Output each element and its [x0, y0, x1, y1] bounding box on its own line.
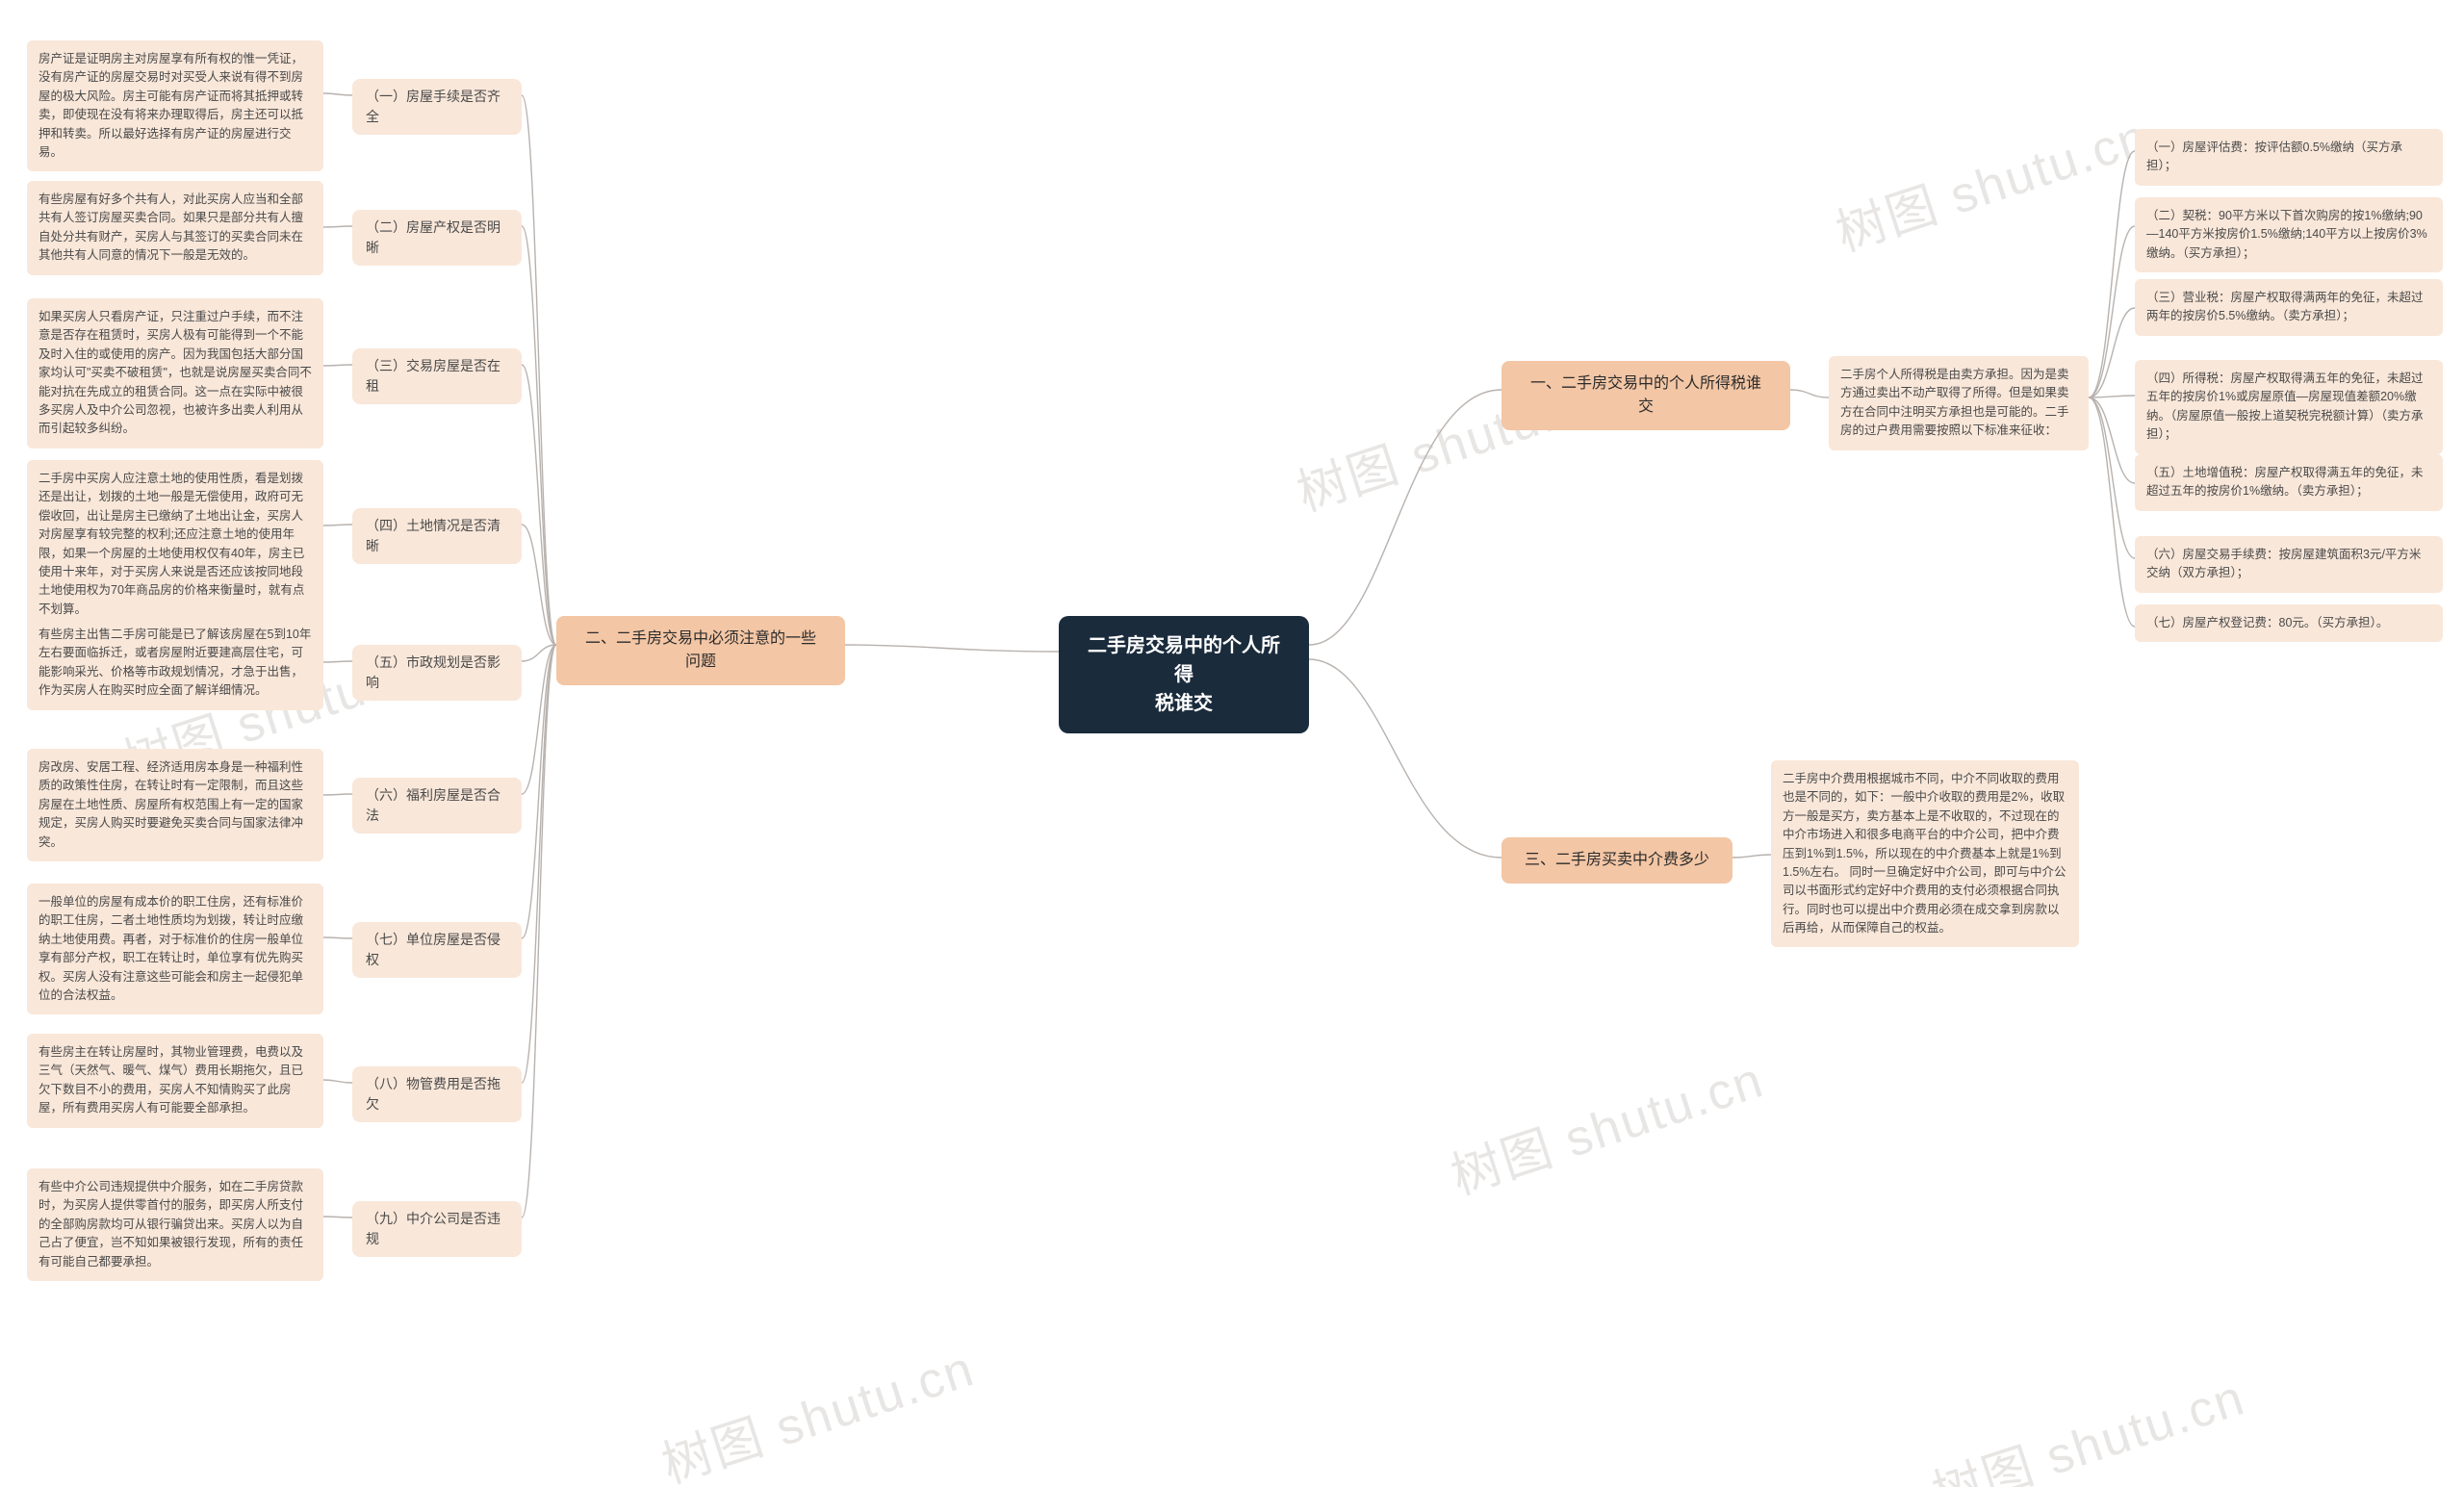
b1-item-5: （五）土地增值税：房屋产权取得满五年的免征，未超过五年的按房价1%缴纳。（卖方承…: [2135, 454, 2443, 511]
b2-leaf-3: 如果买房人只看房产证，只注重过户手续，而不注意是否存在租赁时，买房人极有可能得到…: [27, 298, 323, 449]
b2-sub-6[interactable]: （六）福利房屋是否合法: [352, 778, 522, 833]
b2-leaf-4: 二手房中买房人应注意土地的使用性质，看是划拨还是出让，划拨的土地一般是无偿使用，…: [27, 460, 323, 628]
b1-item-3: （三）营业税：房屋产权取得满两年的免征，未超过两年的按房价5.5%缴纳。（卖方承…: [2135, 279, 2443, 336]
branch-section-3[interactable]: 三、二手房买卖中介费多少: [1502, 837, 1732, 884]
b2-sub-3[interactable]: （三）交易房屋是否在租: [352, 348, 522, 404]
b2-sub-4[interactable]: （四）土地情况是否清晰: [352, 508, 522, 564]
branch-1-desc: 二手房个人所得税是由卖方承担。因为是卖方通过卖出不动产取得了所得。但是如果卖方在…: [1829, 356, 2089, 450]
branch-section-1[interactable]: 一、二手房交易中的个人所得税谁 交: [1502, 361, 1790, 430]
b2-sub-9[interactable]: （九）中介公司是否违规: [352, 1201, 522, 1257]
b2-leaf-2: 有些房屋有好多个共有人，对此买房人应当和全部共有人签订房屋买卖合同。如果只是部分…: [27, 181, 323, 275]
b2-leaf-9: 有些中介公司违规提供中介服务，如在二手房贷款时，为买房人提供零首付的服务，即买房…: [27, 1168, 323, 1281]
b2-sub-8[interactable]: （八）物管费用是否拖欠: [352, 1066, 522, 1122]
b2-leaf-6: 房改房、安居工程、经济适用房本身是一种福利性质的政策性住房，在转让时有一定限制，…: [27, 749, 323, 861]
b2-leaf-8: 有些房主在转让房屋时，其物业管理费，电费以及三气（天然气、暖气、煤气）费用长期拖…: [27, 1034, 323, 1128]
b2-sub-2[interactable]: （二）房屋产权是否明晰: [352, 210, 522, 266]
b1-item-2: （二）契税：90平方米以下首次购房的按1%缴纳;90—140平方米按房价1.5%…: [2135, 197, 2443, 272]
mindmap-canvas: 树图 shutu.cn 树图 shutu.cn 树图 shutu.cn 树图 s…: [0, 0, 2464, 1487]
b1-item-4: （四）所得税：房屋产权取得满五年的免征，未超过五年的按房价1%或房屋原值—房屋现…: [2135, 360, 2443, 454]
b1-item-7: （七）房屋产权登记费：80元。（买方承担）。: [2135, 604, 2443, 642]
b2-sub-5[interactable]: （五）市政规划是否影响: [352, 645, 522, 701]
watermark: 树图 shutu.cn: [1922, 1357, 2253, 1487]
watermark: 树图 shutu.cn: [1441, 1039, 1772, 1208]
b1-item-6: （六）房屋交易手续费：按房屋建筑面积3元/平方米交纳（双方承担）；: [2135, 536, 2443, 593]
watermark: 树图 shutu.cn: [652, 1328, 983, 1487]
branch-3-desc: 二手房中介费用根据城市不同，中介不同收取的费用也是不同的，如下：一般中介收取的费…: [1771, 760, 2079, 947]
root-node[interactable]: 二手房交易中的个人所得 税谁交: [1059, 616, 1309, 733]
watermark: 树图 shutu.cn: [1826, 96, 2157, 265]
b2-leaf-7: 一般单位的房屋有成本价的职工住房，还有标准价的职工住房，二者土地性质均为划拨，转…: [27, 884, 323, 1014]
b2-sub-7[interactable]: （七）单位房屋是否侵权: [352, 922, 522, 978]
b2-leaf-1: 房产证是证明房主对房屋享有所有权的惟一凭证，没有房产证的房屋交易时对买受人来说有…: [27, 40, 323, 171]
b1-item-1: （一）房屋评估费：按评估额0.5%缴纳（买方承担）；: [2135, 129, 2443, 186]
b2-sub-1[interactable]: （一）房屋手续是否齐全: [352, 79, 522, 135]
b2-leaf-5: 有些房主出售二手房可能是已了解该房屋在5到10年左右要面临拆迁，或者房屋附近要建…: [27, 616, 323, 710]
branch-section-2[interactable]: 二、二手房交易中必须注意的一些 问题: [556, 616, 845, 685]
